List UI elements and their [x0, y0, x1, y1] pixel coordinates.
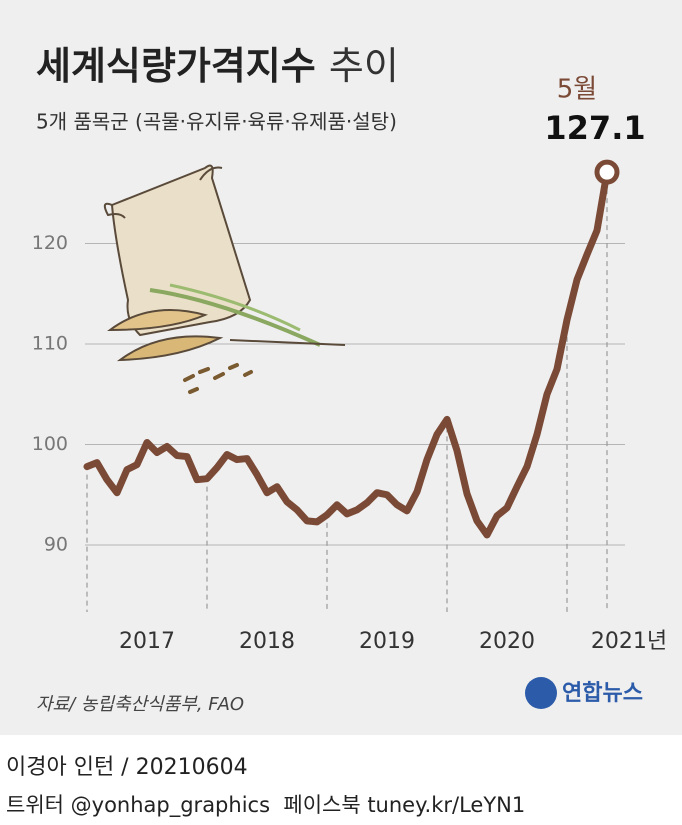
- y-tick-label: 90: [44, 534, 68, 556]
- y-tick-label: 110: [32, 333, 68, 355]
- logo: 연합뉴스: [562, 680, 643, 706]
- line: [83, 168, 611, 539]
- x-tick-label: 2019: [359, 629, 415, 654]
- subtitle: 5개 품목군 (곡물·유지류·육류·유제품·설탕): [36, 110, 397, 134]
- credit-social: 트위터 @yonhap_graphics 페이스북 tuney.kr/LeYN1: [6, 793, 525, 818]
- illustration: [103, 164, 346, 394]
- x-tick-label: 2021년: [591, 629, 667, 654]
- chart-background: [0, 0, 682, 735]
- x-tick-label: 2020: [479, 629, 535, 654]
- end-point: [594, 159, 620, 185]
- credit-author: 이경아 인턴 / 20210604: [6, 755, 248, 780]
- title-main: 세계식량가격지수: [36, 44, 316, 88]
- x-tick-label: 2017: [119, 629, 175, 654]
- logo-mark: [525, 677, 557, 709]
- y-tick-label: 120: [32, 232, 68, 254]
- y-tick-label: 100: [32, 433, 68, 455]
- source: 자료/ 농립축산식품부, FAO: [36, 694, 244, 715]
- annotation: 5월: [557, 75, 597, 105]
- title-suffix: 추이: [329, 44, 399, 88]
- title: 세계식량가격지수 추이: [36, 44, 399, 88]
- x-tick-label: 2018: [239, 629, 295, 654]
- value-label: 127.1: [544, 109, 645, 147]
